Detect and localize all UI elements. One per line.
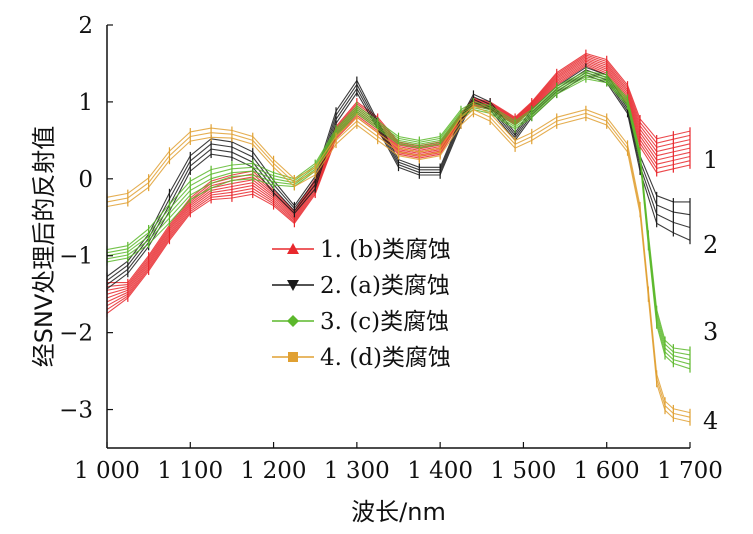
x-tick-label: 1 500	[490, 458, 556, 484]
legend-marker	[287, 243, 299, 254]
series-1-spectrum	[106, 54, 691, 288]
series-1-spectrum	[106, 55, 691, 291]
series-4	[106, 101, 691, 426]
legend-label: 1. (b)类腐蚀	[320, 237, 451, 263]
axes	[106, 25, 690, 449]
series-3	[106, 67, 691, 373]
legend-item-4: 4. (d)类腐蚀	[272, 345, 451, 371]
legend-label: 3. (c)类腐蚀	[320, 309, 449, 335]
series-1-spectrum	[106, 63, 691, 311]
y-tick-label: −3	[59, 398, 93, 424]
legend-item-3: 3. (c)类腐蚀	[272, 309, 449, 335]
legend: 1. (b)类腐蚀 2. (a)类腐蚀 3. (c)类腐蚀 4. (d)类腐蚀	[272, 237, 451, 371]
series-1-spectrum	[106, 57, 691, 295]
x-tick-label: 1 600	[574, 458, 640, 484]
y-tick-label: 1	[78, 90, 93, 116]
legend-marker	[288, 352, 298, 362]
legend-item-2: 2. (a)类腐蚀	[272, 273, 450, 299]
group-label-2: 2	[703, 231, 718, 259]
y-tick-label: −2	[59, 321, 93, 347]
x-tick-label: 1 000	[74, 458, 140, 484]
series-4-spectrum	[106, 112, 691, 423]
group-label-3: 3	[703, 318, 718, 346]
series-3-spectrum	[106, 70, 691, 351]
group-label-1: 1	[703, 146, 718, 174]
legend-marker	[287, 280, 299, 291]
y-ticks: 2 1 0 −1 −2 −3	[59, 13, 113, 424]
series-1-spectrum	[106, 62, 691, 307]
y-tick-label: −1	[59, 244, 93, 270]
x-tick-label: 1 100	[157, 458, 223, 484]
x-tick-label: 1 700	[657, 458, 723, 484]
y-tick-label: 0	[78, 167, 93, 193]
legend-item-1: 1. (b)类腐蚀	[272, 237, 451, 263]
series-4-spectrum	[106, 108, 691, 418]
group-labels: 1 2 3 4	[703, 146, 718, 435]
x-ticks: 1 000 1 100 1 200 1 300 1 400 1 500 1 600 1 700	[74, 442, 723, 484]
group-label-4: 4	[703, 407, 718, 435]
y-tick-label: 2	[78, 13, 93, 39]
x-axis-title: 波长/nm	[351, 498, 446, 526]
series-1-spectrum	[106, 60, 691, 303]
legend-label: 2. (a)类腐蚀	[320, 273, 450, 299]
series-4-spectrum	[106, 105, 691, 414]
x-tick-label: 1 300	[324, 458, 390, 484]
legend-label: 4. (d)类腐蚀	[320, 345, 451, 371]
plot-area	[106, 49, 691, 426]
x-tick-label: 1 400	[407, 458, 473, 484]
y-axis-title: 经SNV处理后的反射值	[30, 126, 58, 368]
x-tick-label: 1 200	[241, 458, 307, 484]
series-2-spectrum	[106, 74, 691, 290]
legend-marker	[287, 315, 299, 327]
